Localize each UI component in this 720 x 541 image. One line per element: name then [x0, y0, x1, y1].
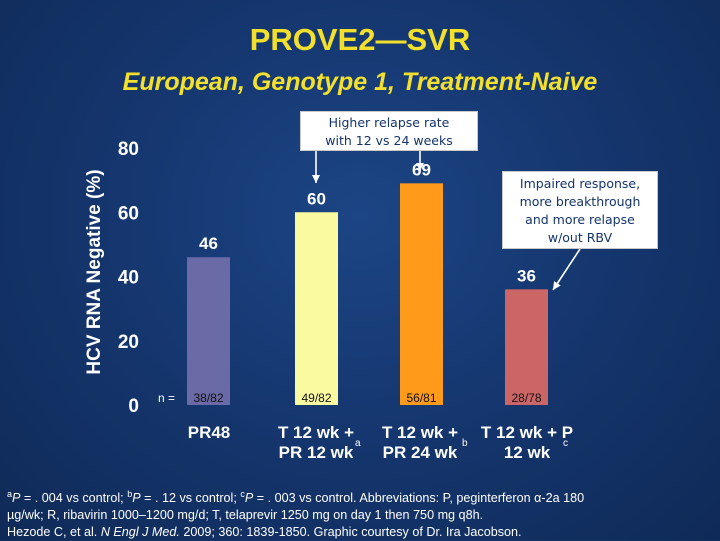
footnote-abbreviations: µg/wk; R, ribavirin 1000–1200 mg/d; T, t… — [7, 508, 484, 523]
footnote-fragment: c — [240, 489, 245, 499]
slide-title: PROVE2—SVR — [249, 22, 471, 57]
impaired-arrow-head — [553, 281, 561, 290]
footnote: aP = . 004 vs control; bP = . 12 vs cont… — [7, 486, 715, 541]
callout-impaired-line: more breakthrough — [519, 194, 641, 209]
category-label: PR48 — [188, 423, 231, 442]
footnote-fragment: N Engl J Med. — [100, 525, 180, 540]
category-label: T 12 wk + P — [481, 423, 573, 442]
bar-n-label: 56/81 — [406, 391, 436, 405]
category-superscript: a — [355, 438, 361, 449]
bar-value-label: 69 — [412, 160, 431, 179]
category-label: T 12 wk + — [382, 423, 458, 442]
bar-value-label: 46 — [199, 234, 218, 253]
bar — [400, 183, 443, 405]
y-tick-label: 0 — [128, 396, 139, 417]
y-tick-label: 40 — [118, 268, 139, 289]
category-label: PR 12 wk — [279, 443, 354, 462]
slide-subtitle: European, Genotype 1, Treatment-Naive — [122, 68, 598, 96]
footnote-fragment: = . 12 vs control; — [140, 491, 241, 506]
callout-impaired-line: and more relapse — [525, 212, 635, 227]
callout-impaired-line: Impaired response, — [519, 176, 641, 191]
bar — [295, 212, 338, 405]
y-axis-label: HCV RNA Negative (%) — [84, 169, 105, 374]
y-tick-label: 80 — [118, 139, 139, 160]
n-prefix-label: n = — [158, 391, 175, 405]
footnote-fragment: b — [127, 489, 133, 499]
footnote-fragment: = . 003 vs control. Abbreviations: P, pe… — [253, 491, 585, 506]
y-tick-label: 60 — [118, 203, 139, 224]
callout-impaired-line: w/out RBV — [547, 230, 613, 245]
callout-impaired: Impaired response, more breakthrough and… — [502, 171, 658, 249]
bar-value-label: 36 — [517, 266, 536, 285]
footnote-citation: Hezode C, et al. N Engl J Med. 2009; 360… — [7, 524, 715, 541]
category-label: PR 24 wk — [383, 443, 458, 462]
bar — [505, 289, 548, 405]
footnote-fragment: Hezode C, et al. — [7, 525, 101, 540]
category-label: T 12 wk + — [278, 423, 354, 442]
callout-relapse-line: with 12 vs 24 weeks — [325, 133, 453, 148]
footnote-fragment: a — [7, 489, 13, 499]
footnote-fragment: P — [244, 491, 254, 506]
footnote-fragment: P — [132, 491, 141, 506]
footnote-pvalues: aP = . 004 vs control; bP = . 12 vs cont… — [7, 486, 715, 507]
bar-n-label: 38/82 — [193, 391, 223, 405]
callout-relapse: Higher relapse rate with 12 vs 24 weeks — [300, 111, 478, 151]
bar-n-label: 49/82 — [301, 391, 331, 405]
footnote-fragment: 2009; 360: 1839-1850. Graphic courtesy o… — [179, 525, 522, 540]
relapse-arrow-left-head — [312, 175, 320, 183]
bar-n-label: 28/78 — [511, 391, 541, 405]
category-superscript: c — [563, 438, 568, 449]
callout-relapse-line: Higher relapse rate — [328, 115, 450, 130]
category-label: 12 wk — [504, 443, 551, 462]
footnote-fragment: P — [12, 491, 21, 506]
category-superscript: b — [462, 438, 468, 449]
relapse-arrow-right-head — [416, 163, 424, 171]
bar — [187, 257, 230, 405]
footnote-fragment: = . 004 vs control; — [20, 491, 128, 506]
y-tick-label: 20 — [118, 332, 139, 353]
impaired-arrow — [552, 248, 581, 291]
bar-value-label: 60 — [307, 189, 326, 208]
